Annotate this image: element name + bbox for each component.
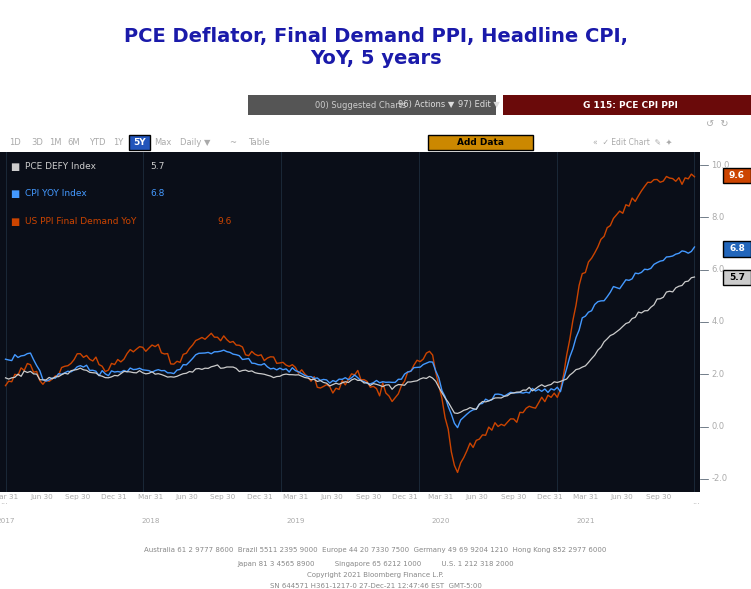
Text: ...: ... (0, 497, 8, 506)
Text: 5.7: 5.7 (150, 162, 165, 171)
Text: Add Data: Add Data (457, 138, 504, 147)
FancyBboxPatch shape (723, 241, 751, 257)
Text: Dec 31: Dec 31 (537, 494, 562, 501)
Text: G 115: PCE CPI PPI: G 115: PCE CPI PPI (584, 101, 678, 110)
Text: 5Y: 5Y (134, 138, 146, 147)
Text: 9.6: 9.6 (729, 171, 745, 180)
Text: 2.0: 2.0 (711, 370, 725, 379)
Text: Jun 30: Jun 30 (176, 494, 198, 501)
Text: Sep 30: Sep 30 (65, 494, 91, 501)
Text: SN 644571 H361-1217-0 27-Dec-21 12:47:46 EST  GMT-5:00: SN 644571 H361-1217-0 27-Dec-21 12:47:46… (270, 583, 481, 589)
Text: 5.7: 5.7 (729, 273, 745, 282)
Text: Dec 31: Dec 31 (101, 494, 127, 501)
Text: -2.0: -2.0 (711, 474, 728, 484)
Text: 2020: 2020 (431, 518, 450, 524)
Text: Jun 30: Jun 30 (321, 494, 343, 501)
Text: ↺  ↻: ↺ ↻ (706, 119, 728, 129)
Text: 2021: 2021 (577, 518, 595, 524)
Bar (248, 95, 496, 115)
Text: 00) Suggested Charts: 00) Suggested Charts (315, 101, 407, 110)
Text: US PPI Final Demand YoY: US PPI Final Demand YoY (25, 217, 136, 226)
Text: Dec 31: Dec 31 (391, 494, 418, 501)
Text: Mar 31: Mar 31 (0, 494, 18, 501)
Text: Jun 30: Jun 30 (30, 494, 53, 501)
Text: 1Y: 1Y (113, 138, 123, 147)
Text: YTD: YTD (89, 138, 105, 147)
Text: «  ✓ Edit Chart  ✎  ✦: « ✓ Edit Chart ✎ ✦ (593, 138, 672, 147)
Text: 8.0: 8.0 (711, 213, 725, 222)
Text: PCE DEFY Index: PCE DEFY Index (25, 162, 95, 171)
Text: Jun 30: Jun 30 (611, 494, 633, 501)
Text: 6.8: 6.8 (150, 190, 165, 198)
FancyBboxPatch shape (428, 134, 533, 150)
Text: Australia 61 2 9777 8600  Brazil 5511 2395 9000  Europe 44 20 7330 7500  Germany: Australia 61 2 9777 8600 Brazil 5511 239… (144, 547, 607, 553)
Text: 97) Edit ▼: 97) Edit ▼ (458, 101, 500, 110)
Text: Sep 30: Sep 30 (646, 494, 671, 501)
Text: Sep 30: Sep 30 (355, 494, 381, 501)
Text: PCE Deflator, Final Demand PPI, Headline CPI,
YoY, 5 years: PCE Deflator, Final Demand PPI, Headline… (123, 27, 628, 68)
Text: Daily ▼: Daily ▼ (180, 138, 211, 147)
Text: 1M: 1M (49, 138, 62, 147)
FancyBboxPatch shape (723, 168, 751, 183)
Text: Dec 31: Dec 31 (246, 494, 272, 501)
Text: Sep 30: Sep 30 (210, 494, 236, 501)
Text: 2017: 2017 (0, 518, 15, 524)
Text: 3D: 3D (32, 138, 44, 147)
Text: ■: ■ (11, 190, 20, 200)
Text: 2018: 2018 (141, 518, 160, 524)
Text: ~: ~ (229, 138, 236, 147)
Text: ■: ■ (11, 217, 20, 227)
Text: Jun 30: Jun 30 (466, 494, 488, 501)
Text: Mar 31: Mar 31 (428, 494, 453, 501)
Text: Sep 30: Sep 30 (501, 494, 526, 501)
Text: 6M: 6M (68, 138, 80, 147)
Text: Copyright 2021 Bloomberg Finance L.P.: Copyright 2021 Bloomberg Finance L.P. (307, 572, 444, 578)
Text: Mar 31: Mar 31 (283, 494, 308, 501)
Text: 12/31/2016 ⊟ - 12/27/2021 ⊟  < >   Local CCY  ▼: 12/31/2016 ⊟ - 12/27/2021 ⊟ < > Local CC… (4, 120, 210, 128)
Bar (503, 95, 751, 115)
Text: 10.0: 10.0 (711, 161, 729, 170)
Text: Table: Table (248, 138, 270, 147)
Text: ■: ■ (11, 162, 20, 172)
Text: 6.0: 6.0 (711, 265, 725, 274)
Text: 4.0: 4.0 (711, 317, 725, 326)
Text: 96) Actions ▼: 96) Actions ▼ (398, 101, 454, 110)
Text: Japan 81 3 4565 8900         Singapore 65 6212 1000         U.S. 1 212 318 2000: Japan 81 3 4565 8900 Singapore 65 6212 1… (237, 561, 514, 567)
Text: 2019: 2019 (286, 518, 305, 524)
Text: 1D: 1D (9, 138, 21, 147)
Text: Max: Max (154, 138, 171, 147)
Text: ...: ... (692, 497, 700, 506)
FancyBboxPatch shape (723, 270, 751, 286)
Text: 9.6: 9.6 (217, 217, 231, 226)
Text: Mar 31: Mar 31 (138, 494, 163, 501)
FancyBboxPatch shape (129, 134, 150, 150)
Text: PCE DEFY Index: PCE DEFY Index (4, 100, 90, 110)
Text: CPI YOY Index: CPI YOY Index (25, 190, 86, 198)
Text: 0.0: 0.0 (711, 422, 725, 431)
Text: Mar 31: Mar 31 (573, 494, 599, 501)
Text: 6.8: 6.8 (729, 244, 745, 253)
